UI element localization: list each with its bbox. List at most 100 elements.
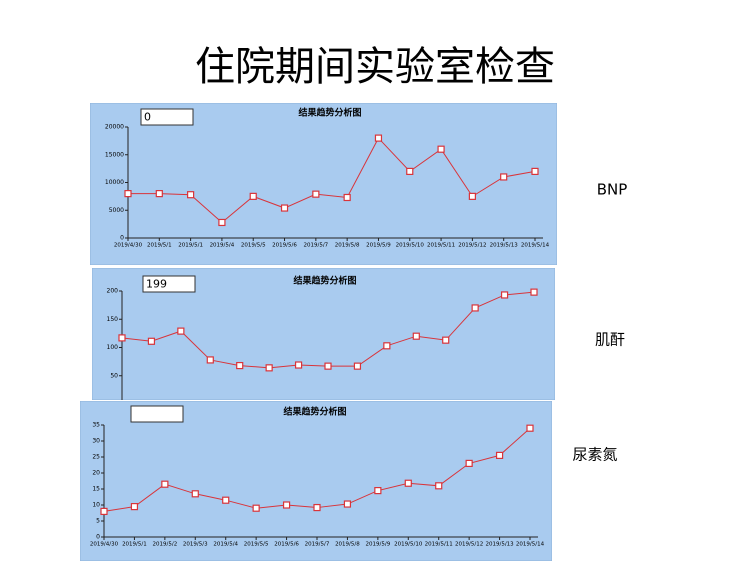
side-label: BNP <box>597 181 628 199</box>
x-tick-label: 2019/5/9 <box>366 542 391 548</box>
x-tick-label: 2019/4/30 <box>114 243 143 249</box>
x-tick-label: 2019/5/7 <box>305 542 330 548</box>
data-point <box>465 459 473 467</box>
x-tick-label: 2019/5/1 <box>178 243 203 249</box>
data-point <box>526 424 534 432</box>
y-tick-label: 15 <box>92 486 100 493</box>
y-tick-label: 10000 <box>105 179 124 186</box>
x-tick-label: 2019/5/14 <box>521 243 550 249</box>
data-point <box>206 356 214 364</box>
data-point <box>313 503 321 512</box>
data-point <box>252 504 260 512</box>
x-tick-label: 2019/5/1 <box>122 542 147 548</box>
x-tick-label: 2019/5/6 <box>272 243 297 249</box>
data-point <box>147 337 156 345</box>
data-point <box>282 501 291 509</box>
x-tick-label: 2019/5/6 <box>274 542 299 548</box>
y-tick-label: 0 <box>120 235 124 242</box>
x-tick-label: 2019/5/9 <box>366 243 391 249</box>
chart: 结果趋势分析图 199 50 100 150 200 <box>92 268 555 400</box>
data-point <box>468 192 476 200</box>
x-tick-label: 2019/5/12 <box>458 243 486 249</box>
data-point <box>280 204 289 212</box>
x-tick-label: 2019/5/8 <box>335 243 360 249</box>
x-tick-label: 2019/5/10 <box>394 542 423 548</box>
data-point <box>404 479 412 487</box>
data-point <box>495 451 504 459</box>
data-point <box>500 173 508 181</box>
y-tick-label: 25 <box>92 454 100 461</box>
data-point <box>324 362 332 370</box>
y-tick-label: 20 <box>92 470 100 477</box>
data-point <box>130 503 139 511</box>
y-tick-label: 150 <box>107 316 119 323</box>
y-tick-label: 100 <box>107 344 119 351</box>
x-tick-label: 2019/5/2 <box>153 542 178 548</box>
data-point <box>118 334 126 342</box>
y-tick-label: 35 <box>92 422 100 429</box>
x-tick-label: 2019/5/8 <box>335 542 360 548</box>
y-tick-label: 200 <box>107 288 119 295</box>
chart: 结果趋势分析图 0 5 10 15 20 25 30 35 2019/4/30 2019/5/1 20… <box>80 401 552 561</box>
x-tick-label: 2019/5/5 <box>241 243 266 249</box>
data-point <box>222 496 230 504</box>
slide-title: 住院期间实验室检查 <box>195 44 555 90</box>
data-point <box>161 480 169 488</box>
x-tick-label: 2019/5/14 <box>516 542 545 548</box>
data-point <box>412 332 420 340</box>
data-point <box>294 361 303 369</box>
chart-title: 结果趋势分析图 <box>298 107 361 119</box>
x-tick-label: 2019/5/3 <box>183 542 208 548</box>
x-tick-label: 2019/5/4 <box>213 542 238 548</box>
data-point <box>435 482 443 490</box>
x-tick-label: 2019/5/4 <box>210 243 235 249</box>
chart-title: 结果趋势分析图 <box>283 406 346 418</box>
y-tick-label: 30 <box>92 438 100 445</box>
x-tick-label: 2019/5/11 <box>425 542 453 548</box>
x-tick-label: 2019/5/12 <box>455 542 483 548</box>
y-tick-label: 15000 <box>105 151 124 158</box>
y-tick-label: 50 <box>110 372 118 379</box>
data-point <box>312 190 320 198</box>
data-point <box>343 193 351 202</box>
y-tick-label: 20000 <box>105 124 124 131</box>
input-box <box>142 275 196 293</box>
data-point <box>218 218 226 227</box>
data-point <box>530 288 538 296</box>
data-point <box>374 134 383 142</box>
data-point <box>406 167 414 175</box>
x-tick-label: 2019/5/13 <box>485 542 514 548</box>
data-point <box>191 490 199 498</box>
data-point <box>124 190 132 198</box>
data-point <box>177 327 185 335</box>
y-tick-label: 5 <box>96 518 100 525</box>
data-point <box>155 190 163 198</box>
data-point <box>374 487 382 495</box>
chart: 结果趋势分析图 0 0 5000 10000 15000 20000 2019/4/30 201… <box>90 103 557 265</box>
side-label: 肌酐 <box>595 331 625 349</box>
x-tick-label: 2019/4/30 <box>90 542 119 548</box>
chart-panel <box>80 401 552 561</box>
data-point <box>265 364 273 372</box>
data-point <box>471 304 479 312</box>
y-tick-label: 0 <box>96 534 100 541</box>
x-tick-label: 2019/5/11 <box>427 243 455 249</box>
input-value: 0 <box>144 111 151 124</box>
y-tick-label: 5000 <box>109 207 124 214</box>
input-box <box>140 108 194 126</box>
data-point <box>343 500 352 508</box>
data-point <box>236 361 244 370</box>
data-line <box>128 137 536 224</box>
data-point <box>187 191 195 199</box>
data-point <box>531 167 539 175</box>
input-value: 199 <box>146 278 167 291</box>
x-tick-label: 2019/5/13 <box>490 243 519 249</box>
data-point <box>383 342 391 350</box>
side-label: 尿素氮 <box>572 446 617 464</box>
data-point <box>100 507 108 515</box>
chart-panel <box>90 103 557 265</box>
x-tick-label: 2019/5/7 <box>303 243 328 249</box>
x-tick-label: 2019/5/10 <box>396 243 425 249</box>
data-point <box>353 362 362 370</box>
